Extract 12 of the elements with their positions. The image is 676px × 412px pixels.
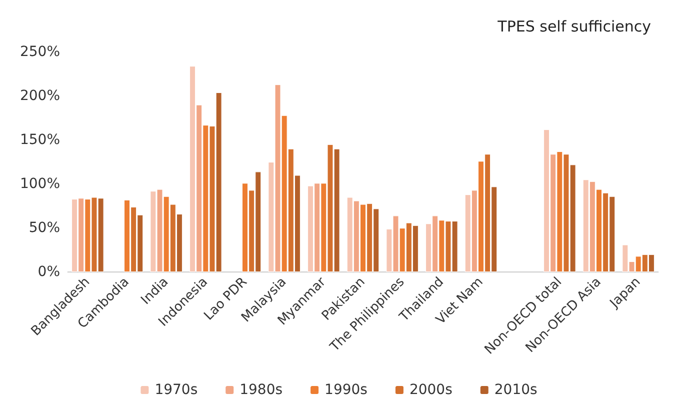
chart-title: TPES self sufficiency: [496, 18, 652, 36]
y-tick-label: 200%: [20, 88, 60, 104]
y-tick-label: 150%: [20, 132, 60, 148]
y-tick-label: 250%: [20, 44, 60, 60]
legend-label: 1970s: [154, 382, 198, 398]
y-tick-label: 50%: [28, 220, 60, 236]
legend-label: 1990s: [324, 382, 368, 398]
legend-label: 2010s: [494, 382, 538, 398]
legend-label: 2000s: [409, 382, 452, 398]
legend-label: 1980s: [240, 382, 283, 398]
y-tick-label: 100%: [20, 176, 60, 192]
y-tick-label: 0%: [38, 264, 60, 280]
